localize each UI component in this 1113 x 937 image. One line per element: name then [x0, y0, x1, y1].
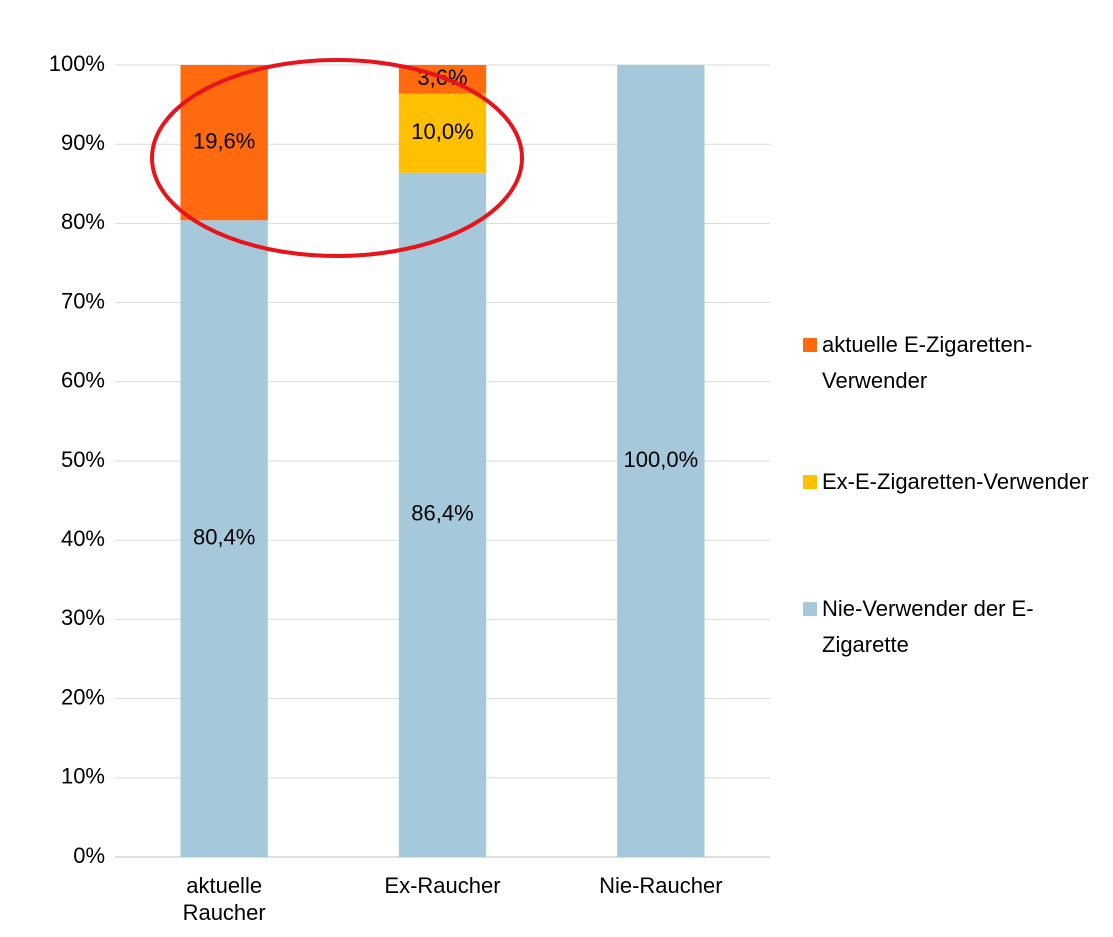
y-tick-label: 90% [61, 130, 105, 155]
bar-segment [180, 220, 268, 857]
highlight-ellipse [150, 58, 524, 258]
labels: 0% 10% 20% 30% 40% 50% 60% 70% 80% 90% 100% 80,4% 19… [49, 51, 817, 868]
x-tick-label: Ex-Raucher [384, 873, 501, 898]
legend-label: Ex-E-Zigaretten-Verwender [822, 469, 1089, 494]
value-label: 86,4% [411, 501, 473, 526]
value-label: 80,4% [193, 524, 255, 549]
y-tick-label: 40% [61, 526, 105, 551]
y-tick-label: 80% [61, 209, 105, 234]
bars [180, 65, 705, 857]
bar-segment [180, 65, 268, 221]
y-tick-label: 100% [49, 51, 105, 76]
bar-segment [398, 172, 487, 857]
value-label: 100,0% [624, 447, 699, 472]
y-tick-label: 30% [61, 605, 105, 630]
x-tick-label: aktuelle Raucher [182, 873, 266, 925]
value-label: 19,6% [193, 128, 255, 153]
y-tick-label: 70% [61, 288, 105, 313]
y-tick-label: 0% [73, 843, 105, 868]
legend-swatch [803, 338, 817, 352]
value-label: 10,0% [411, 119, 473, 144]
bar-segment [398, 93, 487, 173]
x-tick-label: Nie-Raucher [599, 873, 723, 898]
legend-label: aktuelle E-Zigaretten-Verwender [822, 332, 1033, 393]
y-tick-label: 10% [61, 764, 105, 789]
bar-segment [617, 65, 705, 857]
legend-swatch [803, 602, 817, 616]
legend-label: Nie-Verwender der E-Zigarette [822, 596, 1034, 657]
y-tick-label: 50% [61, 447, 105, 472]
y-tick-label: 60% [61, 368, 105, 393]
legend-swatch [803, 475, 817, 489]
y-tick-label: 20% [61, 684, 105, 709]
